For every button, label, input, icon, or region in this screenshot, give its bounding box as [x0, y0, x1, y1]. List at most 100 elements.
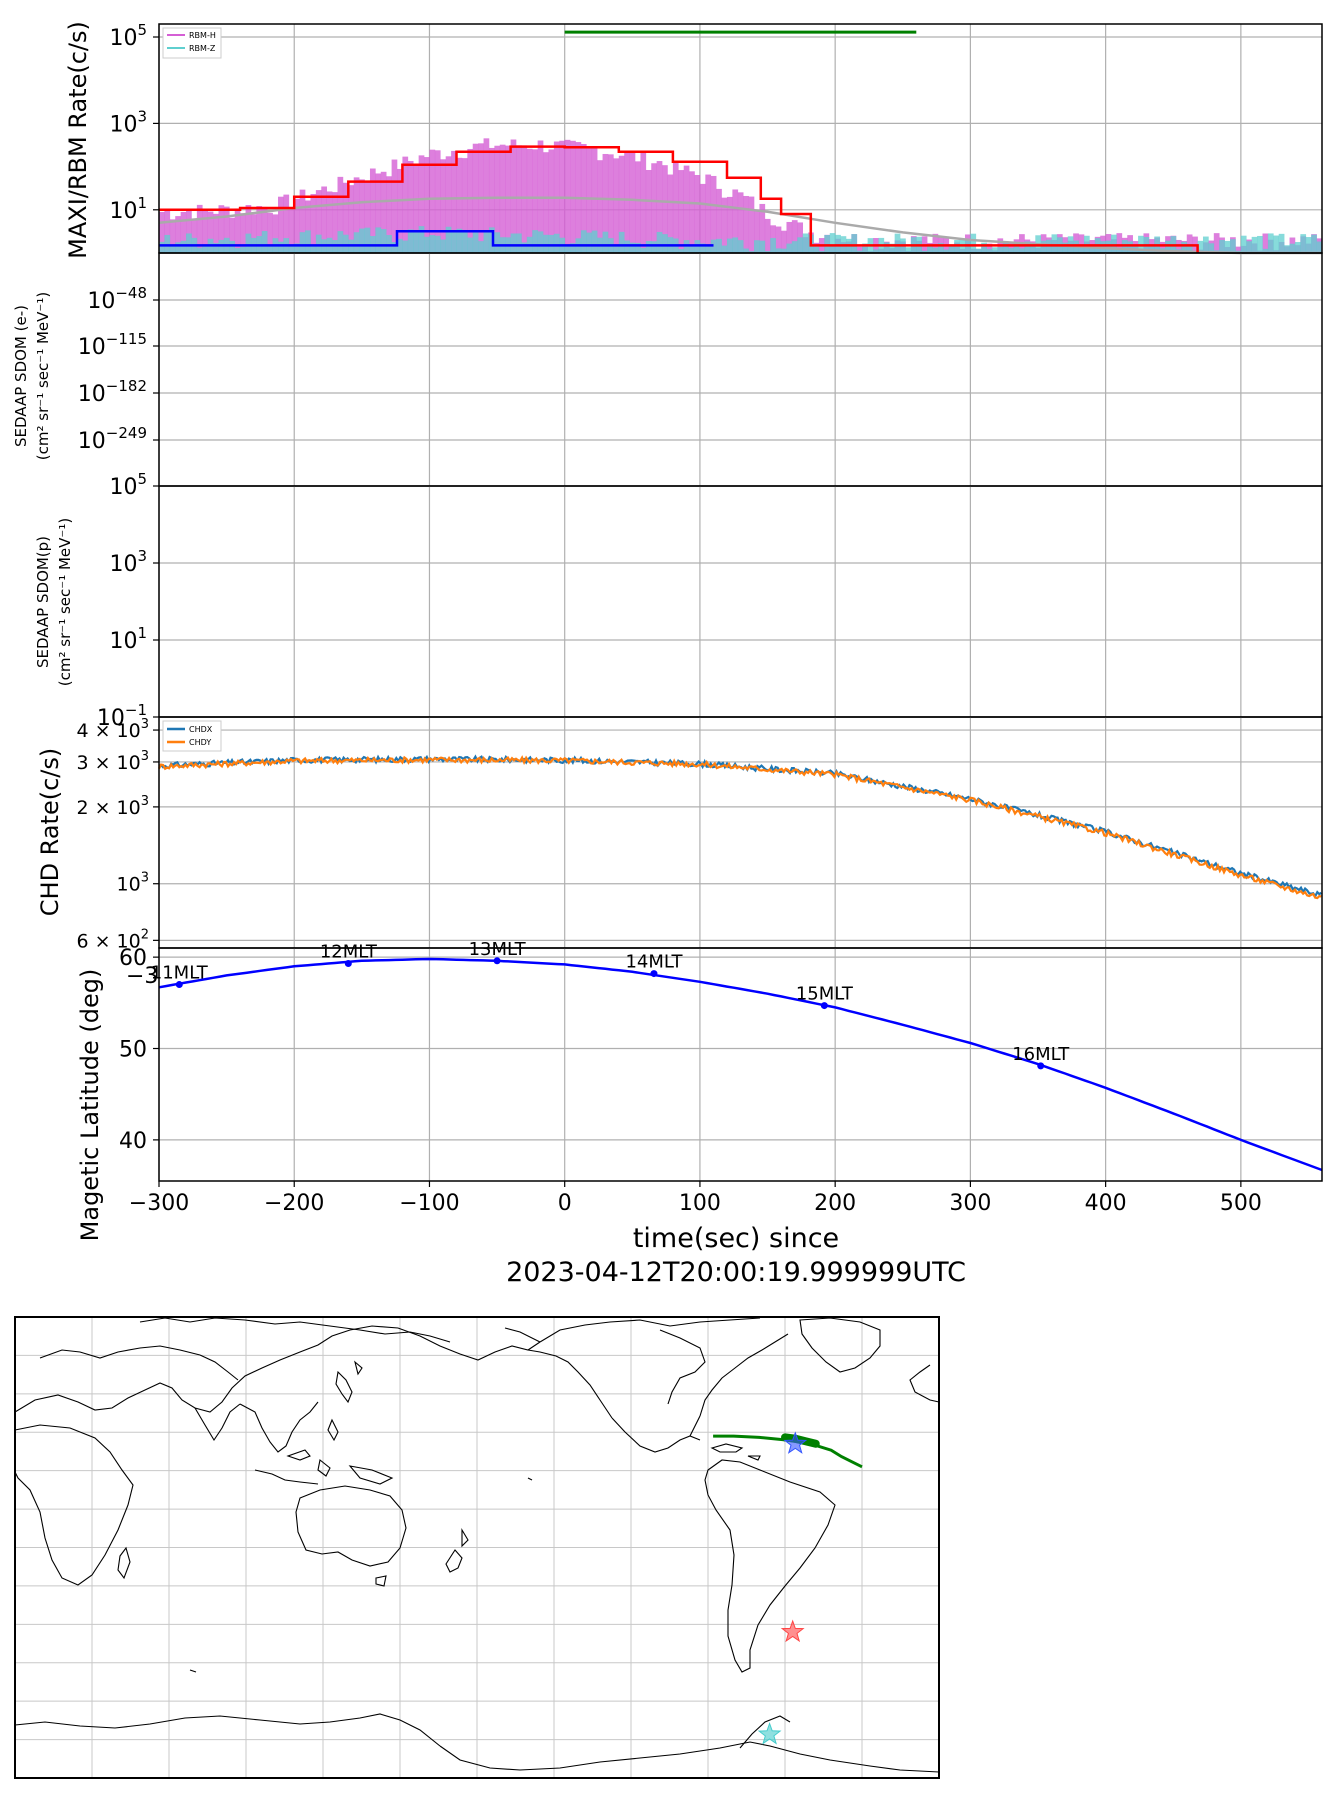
rbm-bar	[580, 230, 587, 253]
rbm-bar	[613, 246, 620, 253]
rbm-bar	[618, 231, 625, 253]
rbm-bar	[532, 149, 538, 253]
rbm-bar	[364, 181, 371, 253]
rbm-bar	[348, 185, 355, 253]
rbm-bar	[1257, 235, 1263, 253]
mlt-marker	[344, 960, 352, 968]
rbm-bar	[678, 170, 685, 253]
rbm-bar	[180, 211, 187, 253]
rbm-bar	[418, 226, 425, 253]
rbm-bar	[445, 156, 452, 253]
rbm-bar	[656, 161, 663, 253]
rbm-bar	[791, 220, 798, 253]
rbm-bar	[683, 165, 690, 253]
latitude-x-ticks: −300 −200 −100 0 100 200 300 400 500	[129, 1181, 1262, 1216]
x-tick-label: −200	[264, 1191, 324, 1216]
rbm-bar	[483, 230, 490, 253]
chdy-series	[158, 755, 1322, 900]
y-tick-label: 4 × 103	[76, 717, 149, 742]
rbm-bar	[213, 213, 219, 253]
rbm-bar	[478, 241, 484, 253]
rbm-bar	[310, 194, 317, 253]
rbm-bar	[699, 183, 706, 253]
rbm-bar	[856, 246, 863, 253]
rbm-bar	[802, 233, 809, 253]
mlt-marker	[650, 970, 658, 978]
rbm-bar	[873, 249, 879, 253]
rbm-bar	[824, 234, 831, 253]
rbm-bar	[1208, 243, 1215, 253]
rbm-bar	[207, 211, 214, 253]
rbm-bar	[456, 228, 463, 253]
rbm-bar	[256, 206, 263, 253]
rbm-bar	[1078, 234, 1085, 253]
maxi-rbm-ylabel: MAXI/RBM Rate(c/s)	[64, 21, 92, 259]
rbm-bar	[1078, 244, 1085, 253]
rbm-bar	[748, 251, 755, 253]
rbm-bar	[1284, 245, 1290, 253]
rbm-bar	[267, 212, 273, 253]
rbm-bar	[656, 231, 663, 253]
rbm-bar	[1089, 244, 1096, 253]
rbm-bar	[391, 242, 398, 253]
mlt-marker	[820, 1002, 828, 1010]
rbm-bar	[726, 238, 733, 253]
ground-track-map	[14, 1316, 940, 1779]
rbm-bar	[597, 160, 603, 253]
rbm-bar	[288, 246, 295, 253]
rbm-bar	[229, 240, 236, 253]
y-tick-label: 6 × 102	[76, 927, 149, 952]
rbm-bar	[602, 153, 609, 253]
y-tick-label: 50	[119, 1038, 147, 1063]
rbm-bar	[894, 233, 901, 253]
chdx-series	[158, 754, 1322, 899]
rbm-bar	[618, 155, 625, 253]
sedaap-p-ylabel-line2: (cm² sr⁻¹ sec⁻¹ MeV⁻¹)	[56, 518, 74, 686]
rbm-bar	[986, 248, 993, 253]
rbm-bar	[759, 203, 766, 253]
chd-y-ticks: 4 × 103 3 × 103 2 × 103 103 6 × 102	[76, 717, 159, 952]
maxi-rbm-panel: 105 103 101 RBM-H RBM-Z MAXI/RBM Rate(c/s)	[64, 21, 1323, 259]
rbm-bar	[218, 205, 225, 253]
rbm-bar	[245, 233, 252, 253]
rbm-bar	[472, 232, 479, 253]
rbm-bar	[754, 240, 760, 253]
rbm-bar	[272, 214, 279, 253]
rbm-bar	[1316, 241, 1323, 253]
rbm-bar	[1051, 234, 1058, 253]
gray-model-line	[158, 196, 1322, 255]
rbm-bar	[645, 169, 652, 253]
rbm-bar	[516, 233, 522, 253]
y-tick-label: 10−115	[78, 330, 147, 360]
rbm-bar	[564, 244, 571, 253]
rbm-bar	[829, 233, 836, 253]
rbm-bar	[564, 139, 571, 253]
rbm-bar	[526, 148, 533, 253]
rbm-bar	[1305, 237, 1312, 253]
rbm-bar	[851, 234, 858, 253]
rbm-bar	[1300, 234, 1307, 253]
rbm-bar	[932, 233, 939, 253]
y-tick-label: 103	[109, 547, 147, 577]
x-tick-label: 400	[1085, 1191, 1127, 1216]
maxi-rbm-y-ticks: 105 103 101	[109, 21, 159, 224]
x-axis-label-line2: 2023-04-12T20:00:19.999999UTC	[506, 1257, 966, 1288]
rbm-bar	[1008, 248, 1014, 253]
rbm-bar	[737, 240, 744, 253]
rbm-bar	[451, 231, 457, 253]
y-tick-label: 105	[109, 21, 147, 51]
rbm-bar	[889, 243, 895, 253]
chd-legend: CHDX CHDY	[162, 720, 222, 752]
rbm-bar	[1062, 242, 1069, 253]
rbm-bar	[434, 150, 441, 253]
rbm-bar	[483, 138, 490, 253]
y-tick-label: 105	[109, 470, 147, 500]
legend-chdy: CHDY	[189, 738, 211, 747]
y-tick-label: 2 × 103	[76, 794, 149, 819]
rbm-bar	[716, 188, 722, 253]
rbm-bar	[1235, 246, 1242, 253]
rbm-bar	[1289, 243, 1296, 253]
chd-frame	[158, 716, 1323, 949]
rbm-bar	[537, 231, 544, 253]
rbm-bar	[1040, 240, 1047, 253]
